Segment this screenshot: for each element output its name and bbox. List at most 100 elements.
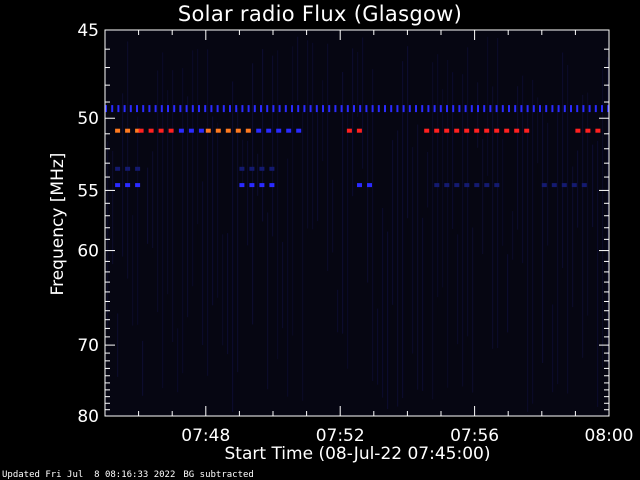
y-tick-label: 50 xyxy=(77,109,99,129)
band-cell xyxy=(408,105,411,113)
band-cell xyxy=(571,183,577,188)
noise-streak xyxy=(342,72,344,334)
band-cell xyxy=(297,105,300,113)
band-cell xyxy=(365,105,368,113)
noise-streak xyxy=(122,93,124,257)
noise-streak xyxy=(557,107,559,385)
noise-streak xyxy=(367,110,369,283)
band-cell xyxy=(296,128,302,133)
band-cell xyxy=(249,166,255,171)
band-cell xyxy=(377,105,380,113)
noise-streak xyxy=(337,289,339,333)
noise-streak xyxy=(492,86,494,349)
band-cell xyxy=(434,183,440,188)
band-cell xyxy=(433,105,436,113)
band-cell xyxy=(148,128,154,133)
noise-streak xyxy=(297,36,299,102)
band-cell xyxy=(256,128,262,133)
noise-streak xyxy=(447,59,449,388)
noise-streak xyxy=(357,51,359,117)
noise-streak xyxy=(467,47,469,337)
band-cell xyxy=(477,105,479,113)
band-cell xyxy=(168,128,174,133)
band-cell xyxy=(135,166,141,171)
noise-streak xyxy=(522,75,524,264)
noise-streak xyxy=(157,70,159,313)
band-cell xyxy=(524,128,530,133)
noise-streak xyxy=(217,122,219,298)
noise-streak xyxy=(172,70,174,342)
band-cell xyxy=(272,105,275,113)
band-cell xyxy=(444,128,450,133)
noise-streak xyxy=(152,151,154,249)
noise-streak xyxy=(182,68,184,374)
band-cell xyxy=(346,128,352,133)
band-cell xyxy=(357,183,362,188)
band-cell xyxy=(575,128,581,133)
band-cell xyxy=(160,105,163,113)
frequency-band xyxy=(105,105,610,113)
band-cell xyxy=(215,128,221,133)
noise-streak xyxy=(222,234,224,346)
band-cell xyxy=(154,105,157,113)
band-cell xyxy=(309,105,312,113)
band-cell xyxy=(239,166,245,171)
band-cell xyxy=(415,105,417,113)
band-cell xyxy=(581,183,587,188)
band-cell xyxy=(353,105,355,113)
y-axis-label: Frequency [MHz] xyxy=(48,152,68,296)
noise-streak xyxy=(502,138,504,246)
noise-streak xyxy=(417,124,419,390)
band-cell xyxy=(173,105,176,113)
noise-streak xyxy=(247,140,249,246)
band-cell xyxy=(249,183,255,188)
band-cell xyxy=(464,183,470,188)
band-cell xyxy=(276,128,282,133)
noise-streak xyxy=(472,227,474,393)
noise-streak xyxy=(132,215,134,326)
band-cell xyxy=(588,105,591,113)
x-tick-label: 07:48 xyxy=(181,426,230,446)
noise-streak xyxy=(292,46,294,336)
noise-streak xyxy=(517,86,519,230)
band-cell xyxy=(390,105,393,113)
noise-streak xyxy=(167,90,169,295)
frequency-band xyxy=(115,128,601,133)
band-cell xyxy=(334,105,337,113)
band-cell xyxy=(135,128,141,133)
band-cell xyxy=(396,105,399,113)
noise-streak xyxy=(402,61,404,399)
noise-streak xyxy=(497,37,499,349)
band-cell xyxy=(123,105,126,113)
noise-streak xyxy=(257,153,259,196)
y-tick-label: 70 xyxy=(77,336,99,356)
noise-streak xyxy=(142,340,144,396)
band-cell xyxy=(504,128,510,133)
noise-streak xyxy=(552,304,554,393)
noise-streak xyxy=(412,147,414,354)
noise-streak xyxy=(442,89,444,288)
band-cell xyxy=(484,128,490,133)
noise-streak xyxy=(562,52,564,269)
band-cell xyxy=(115,128,121,133)
noise-streak xyxy=(362,37,364,169)
x-axis: 07:48 07:52 07:56 08:00 xyxy=(138,30,634,446)
band-cell xyxy=(483,105,486,113)
footer: Updated Fri Jul 8 08:16:33 2022 BG subtra… xyxy=(2,470,262,480)
band-cell xyxy=(359,105,362,113)
band-cell xyxy=(205,128,211,133)
x-axis-label: Start Time (08-Jul-22 07:45:00) xyxy=(224,444,491,464)
band-cell xyxy=(269,166,275,171)
noise-streak xyxy=(302,111,304,401)
band-cell xyxy=(210,105,213,113)
noise-streak xyxy=(482,138,484,255)
noise-streak xyxy=(117,313,119,377)
band-cell xyxy=(239,183,245,188)
updated-timestamp: Updated Fri Jul 8 08:16:33 2022 xyxy=(2,470,176,480)
band-cell xyxy=(328,105,331,113)
noise-streak xyxy=(137,116,139,325)
band-cell xyxy=(495,105,498,113)
noise-streak xyxy=(322,80,324,162)
noise-streak xyxy=(272,55,274,237)
band-cell xyxy=(470,105,473,113)
